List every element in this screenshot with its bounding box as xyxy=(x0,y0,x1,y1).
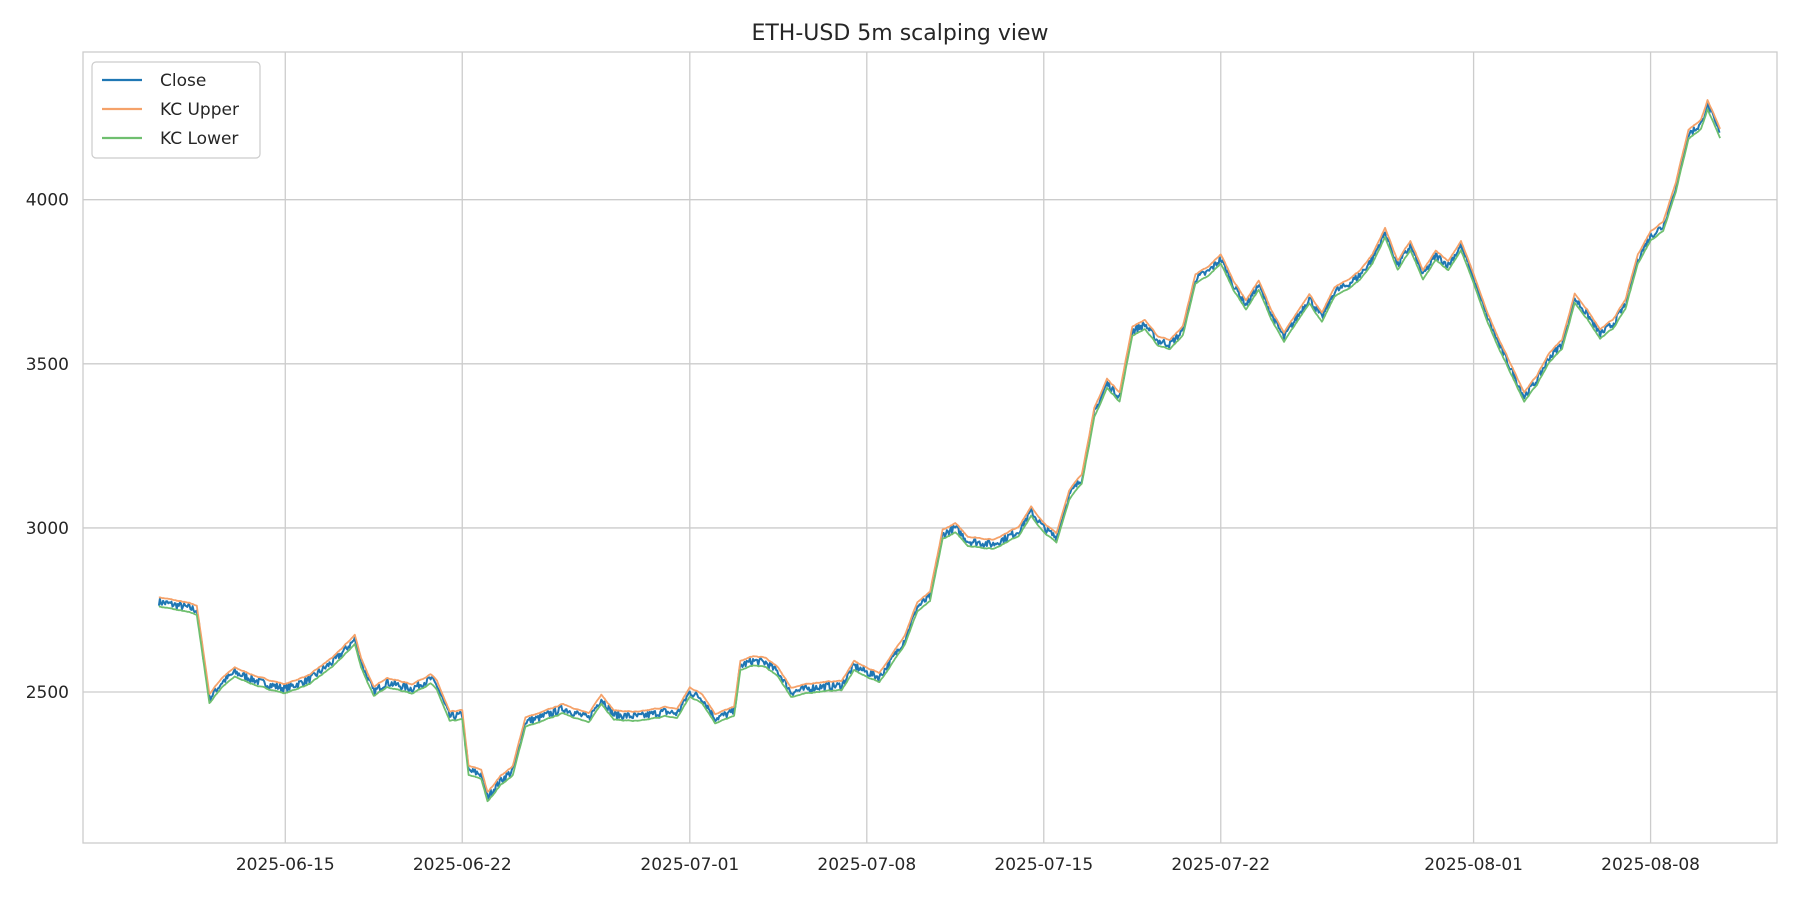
series-line-kc-lower xyxy=(158,108,1721,803)
x-gridlines xyxy=(284,52,1652,843)
x-tick-label: 2025-08-08 xyxy=(1601,855,1700,875)
x-tick-label: 2025-06-22 xyxy=(413,855,512,875)
legend-label: Close xyxy=(160,71,206,91)
x-tick-label: 2025-07-22 xyxy=(1171,855,1270,875)
chart-title: ETH-USD 5m scalping view xyxy=(751,21,1048,46)
y-tick-label: 2500 xyxy=(26,683,69,703)
legend: Close KC Upper KC Lower xyxy=(91,61,261,159)
y-axis-ticks: 2500 3000 3500 4000 xyxy=(26,191,69,703)
legend-label: KC Upper xyxy=(160,100,239,120)
legend-box xyxy=(91,61,261,159)
y-tick-label: 3000 xyxy=(26,519,69,539)
x-tick-label: 2025-07-08 xyxy=(817,855,916,875)
x-tick-label: 2025-08-01 xyxy=(1424,855,1523,875)
series-line-kc-upper xyxy=(158,99,1721,793)
x-tick-label: 2025-06-15 xyxy=(236,855,335,875)
series-lines xyxy=(157,99,1721,803)
x-tick-label: 2025-07-15 xyxy=(994,855,1093,875)
x-tick-label: 2025-07-01 xyxy=(640,855,739,875)
legend-label: KC Lower xyxy=(160,129,238,149)
x-axis-ticks: 2025-06-15 2025-06-22 2025-07-01 2025-07-08… xyxy=(236,855,1700,875)
y-tick-label: 3500 xyxy=(26,355,69,375)
y-gridlines xyxy=(83,199,1777,693)
y-tick-label: 4000 xyxy=(26,191,69,211)
plot-frame xyxy=(82,51,1778,844)
